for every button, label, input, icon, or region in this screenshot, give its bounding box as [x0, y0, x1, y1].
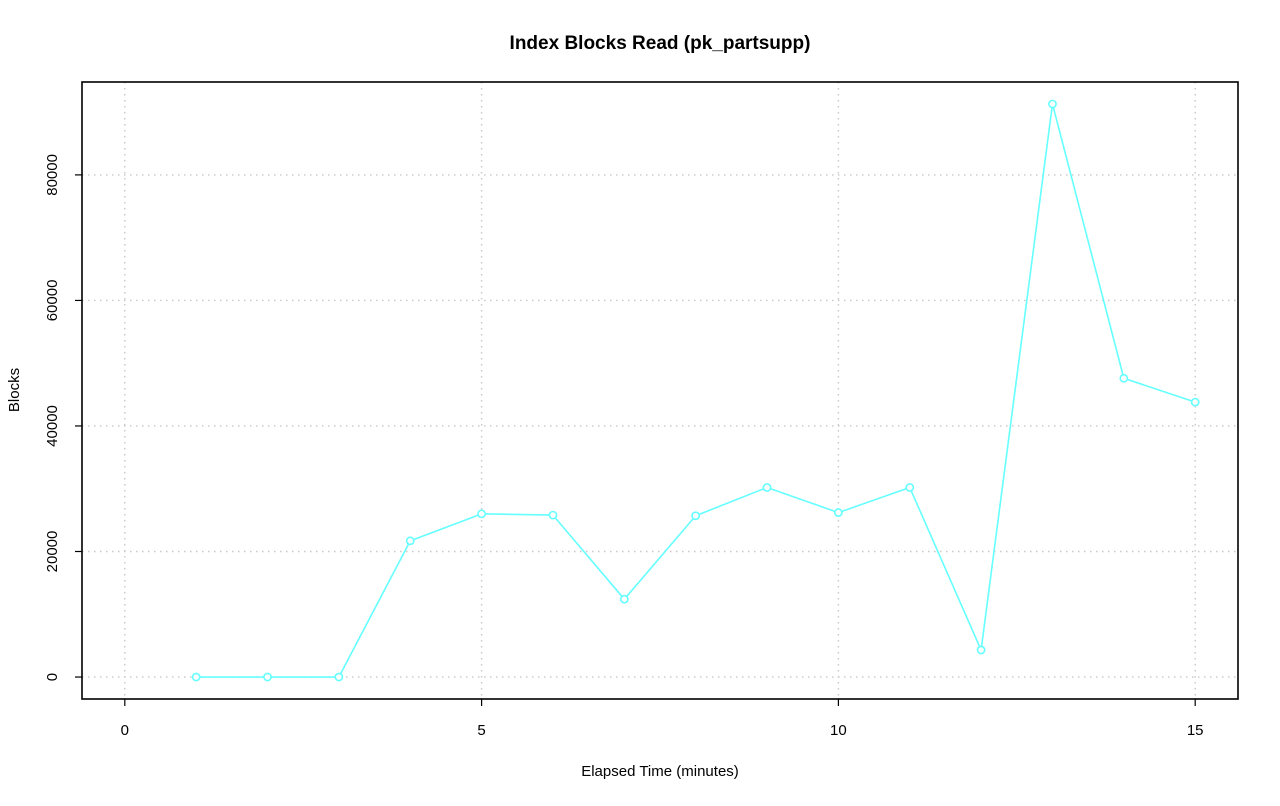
data-layer	[191, 99, 1200, 682]
series-line-segment	[909, 487, 982, 651]
series-line-segment	[552, 514, 625, 600]
data-point	[263, 672, 272, 682]
x-tick-label: 5	[477, 722, 485, 739]
axis-layer: 0 5 10 15 0 20000 40000 60000 80000	[44, 154, 1204, 739]
x-tick-label: 0	[121, 722, 129, 739]
series-line-segment	[338, 540, 411, 678]
data-point	[905, 483, 915, 492]
data-point	[691, 511, 701, 521]
data-point	[334, 672, 344, 682]
series-line-segment	[409, 513, 482, 542]
series-line-segment	[481, 513, 553, 516]
data-point	[762, 483, 772, 492]
y-tick-label: 60000	[44, 280, 61, 322]
data-point	[1190, 397, 1200, 407]
plot-frame	[81, 81, 1239, 700]
series-line-segment	[838, 486, 911, 514]
series-line-segment	[766, 486, 839, 514]
data-point	[833, 508, 843, 517]
data-point	[405, 536, 415, 546]
data-point	[477, 509, 487, 519]
data-point	[191, 672, 201, 682]
y-axis-label: Blocks	[6, 368, 23, 412]
series-line-segment	[1123, 377, 1196, 403]
series-line-segment	[980, 103, 1054, 651]
chart-title: Index Blocks Read (pk_partsupp)	[510, 33, 811, 54]
y-tick-label: 0	[44, 673, 61, 681]
x-axis-label: Elapsed Time (minutes)	[581, 763, 739, 780]
grid-layer	[82, 82, 1238, 699]
series-line-segment	[695, 486, 768, 517]
data-point	[1048, 99, 1057, 109]
data-point	[1119, 373, 1129, 383]
y-tick-label: 80000	[44, 154, 61, 196]
x-tick-label: 15	[1187, 722, 1204, 739]
series-line-segment	[1051, 103, 1125, 379]
series-line-segment	[623, 515, 697, 600]
data-point	[619, 594, 629, 604]
data-point	[976, 645, 986, 655]
y-tick-label: 40000	[44, 405, 61, 447]
data-point	[548, 510, 558, 520]
y-tick-label: 20000	[44, 531, 61, 573]
x-tick-label: 10	[830, 722, 847, 739]
